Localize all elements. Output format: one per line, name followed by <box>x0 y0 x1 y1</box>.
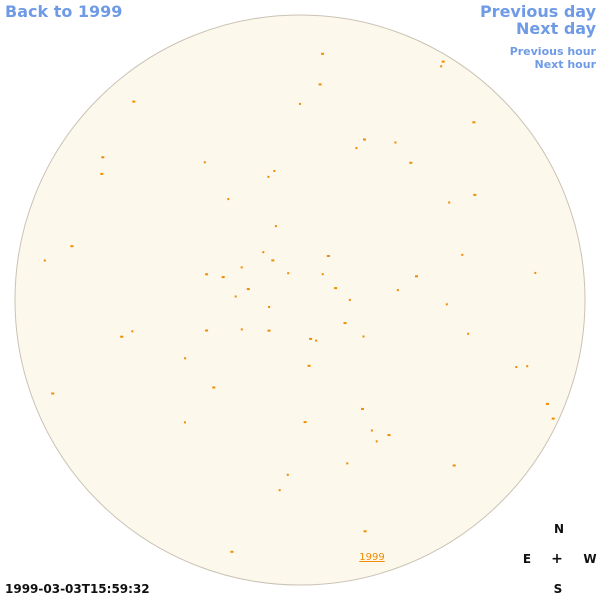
active-region-mark <box>441 60 445 63</box>
previous-hour-link[interactable]: Previous hour <box>509 45 596 58</box>
active-region-mark <box>286 473 289 476</box>
active-region-mark <box>120 335 124 338</box>
active-region-mark <box>452 464 456 467</box>
active-region-mark <box>467 332 470 335</box>
active-region-mark <box>394 141 397 144</box>
active-region-mark <box>287 272 290 275</box>
active-region-mark <box>234 295 237 298</box>
next-hour-link[interactable]: Next hour <box>534 58 597 71</box>
active-region-mark <box>387 434 391 437</box>
active-region-mark <box>375 440 378 443</box>
active-region-mark <box>205 273 209 276</box>
active-region-mark <box>440 65 443 68</box>
active-region-mark <box>203 161 206 164</box>
active-region-mark <box>184 357 187 360</box>
active-region-mark <box>461 253 464 256</box>
active-region-mark <box>273 170 276 172</box>
active-region-mark <box>298 102 301 105</box>
active-region-mark <box>315 339 318 342</box>
active-region-mark <box>131 330 134 333</box>
active-region-mark <box>307 364 311 367</box>
active-region-mark <box>240 266 243 269</box>
active-region-mark <box>268 306 271 308</box>
active-region-mark <box>370 429 373 432</box>
compass-north: N <box>553 522 565 536</box>
active-region-mark <box>43 259 46 262</box>
active-region-mark <box>271 259 275 262</box>
active-region-mark <box>51 392 55 395</box>
active-region-mark <box>409 161 413 164</box>
year-link[interactable]: 1999 <box>359 552 384 563</box>
active-region-mark <box>348 298 351 301</box>
active-region-mark <box>183 421 186 424</box>
active-region-mark <box>230 550 234 553</box>
previous-day-link[interactable]: Previous day <box>479 2 596 21</box>
compass-center: + <box>551 551 563 567</box>
active-region-mark <box>534 271 537 274</box>
active-region-mark <box>267 175 270 178</box>
active-region-mark <box>278 489 281 492</box>
active-region-mark <box>309 337 313 340</box>
active-region-mark <box>396 289 399 292</box>
active-region-mark <box>246 288 250 291</box>
active-region-mark <box>361 407 364 410</box>
active-region-mark <box>545 402 549 405</box>
active-region-mark <box>415 275 418 278</box>
compass-east: E <box>522 552 532 566</box>
active-region-mark <box>448 201 451 204</box>
active-region-mark <box>221 276 225 279</box>
active-region-mark <box>362 335 365 338</box>
active-region-mark <box>318 83 322 86</box>
active-region-mark <box>526 365 529 368</box>
compass-west: W <box>583 552 597 566</box>
active-region-mark <box>334 287 338 290</box>
active-region-mark <box>132 100 136 103</box>
active-region-mark <box>473 193 477 196</box>
active-region-mark <box>363 138 366 141</box>
active-region-mark <box>445 303 448 306</box>
active-region-mark <box>101 156 105 159</box>
active-region-mark <box>212 386 216 389</box>
active-region-mark <box>355 147 358 150</box>
active-region-mark <box>100 172 104 175</box>
compass-south: S <box>553 582 563 596</box>
active-region-mark <box>321 273 324 276</box>
active-region-mark <box>363 530 367 533</box>
active-region-mark <box>321 52 325 55</box>
active-region-mark <box>227 198 230 201</box>
sun-disk <box>14 14 586 586</box>
active-region-mark <box>274 225 277 228</box>
active-region-mark <box>240 328 243 331</box>
active-region-mark <box>267 329 271 332</box>
active-region-mark <box>346 462 349 465</box>
active-region-mark <box>515 366 518 368</box>
active-region-mark <box>343 322 347 325</box>
active-region-mark <box>472 121 476 124</box>
active-region-mark <box>303 421 307 424</box>
timestamp-label: 1999-03-03T15:59:32 <box>5 582 150 596</box>
active-region-mark <box>262 251 265 254</box>
active-region-features <box>43 52 555 553</box>
active-region-mark <box>551 417 555 420</box>
active-region-mark <box>70 245 74 248</box>
back-to-year-link[interactable]: Back to 1999 <box>5 2 123 21</box>
next-day-link[interactable]: Next day <box>516 19 596 38</box>
active-region-mark <box>205 329 209 332</box>
active-region-mark <box>326 255 330 257</box>
